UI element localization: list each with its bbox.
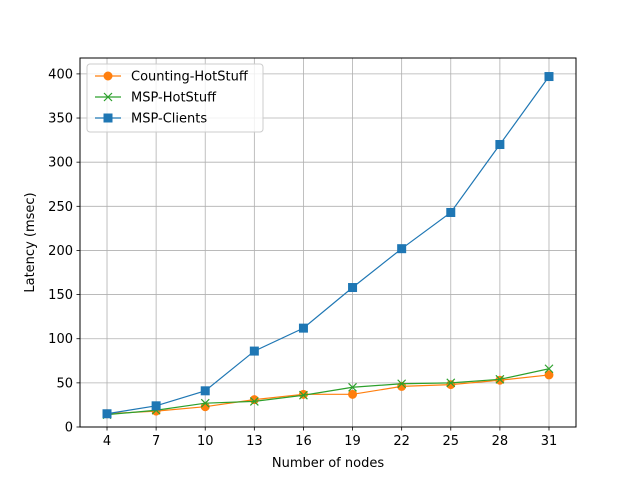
legend-box — [86, 63, 264, 133]
x-marker-stroke — [446, 378, 456, 388]
data-point — [544, 370, 554, 380]
data-point — [495, 375, 505, 385]
data-point — [397, 244, 407, 254]
data-point — [102, 409, 112, 419]
data-point — [249, 396, 259, 406]
y-tick-label: 0 — [65, 421, 73, 436]
legend-marker — [103, 71, 113, 81]
x-tick-label: 4 — [103, 434, 111, 449]
data-point — [298, 323, 308, 333]
legend-label: MSP-Clients — [131, 112, 207, 127]
data-point — [348, 382, 357, 392]
data-point — [446, 378, 456, 388]
data-point — [495, 374, 505, 384]
y-axis-label: Latency (msec) — [23, 192, 38, 292]
x-tick-label: 19 — [344, 434, 361, 449]
x-tick-label: 7 — [152, 434, 160, 449]
data-point — [544, 364, 554, 374]
x-tick-label: 28 — [492, 434, 509, 449]
data-point — [200, 398, 210, 408]
x-marker-stroke — [200, 398, 210, 408]
x-axis-label: Number of nodes — [272, 456, 384, 471]
legend-entry: MSP-Clients — [95, 112, 207, 127]
data-point — [348, 283, 358, 293]
data-point — [249, 346, 259, 356]
x-tick-label: 16 — [295, 434, 312, 449]
series-line — [106, 76, 550, 415]
legend-marker — [103, 113, 113, 123]
y-tick-label: 100 — [48, 332, 73, 347]
series-msp-clients — [102, 72, 554, 419]
plot-frame — [79, 57, 577, 428]
y-tick-label: 200 — [48, 244, 73, 259]
y-tick-label: 50 — [56, 376, 73, 391]
x-tick-label: 13 — [246, 434, 263, 449]
x-tick-label: 25 — [442, 434, 459, 449]
data-point — [151, 401, 161, 411]
data-point — [200, 386, 210, 396]
data-point — [397, 379, 407, 389]
y-tick-label: 350 — [48, 112, 73, 127]
data-point — [249, 395, 259, 405]
series-line — [106, 368, 550, 416]
x-marker-stroke — [103, 92, 113, 102]
legend-label: Counting-HotStuff — [131, 70, 249, 85]
x-marker-stroke — [544, 364, 554, 374]
series-layer — [102, 72, 554, 420]
data-point — [446, 207, 456, 217]
data-point — [544, 72, 554, 82]
x-tick-label: 22 — [393, 434, 410, 449]
legend: Counting-HotStuff MSP-HotStuff MSP-Clients — [86, 63, 264, 133]
legend-entry: Counting-HotStuff — [95, 70, 249, 85]
legend-marker — [103, 92, 113, 102]
x-marker-stroke — [299, 390, 308, 400]
x-marker-stroke — [495, 374, 505, 384]
x-marker-stroke — [348, 382, 357, 392]
data-point — [446, 380, 456, 390]
series-line — [106, 374, 550, 415]
y-tick-label: 300 — [48, 156, 73, 171]
x-marker-stroke — [397, 379, 407, 389]
legend-label: MSP-HotStuff — [131, 91, 217, 106]
data-point — [299, 390, 308, 400]
y-tick-label: 150 — [48, 288, 73, 303]
data-point — [495, 140, 505, 150]
x-tick-label: 31 — [541, 434, 558, 449]
y-tick-label: 400 — [48, 67, 73, 82]
data-point — [348, 389, 358, 399]
x-marker-stroke — [249, 396, 259, 406]
legend-entry: MSP-HotStuff — [95, 91, 217, 106]
axis-ticks: 4 7 10 13 16 19 22 25 28 31 0 50 100 150 200 250 300 350 4… — [48, 67, 557, 449]
x-tick-label: 10 — [197, 434, 214, 449]
y-tick-label: 250 — [48, 200, 73, 215]
